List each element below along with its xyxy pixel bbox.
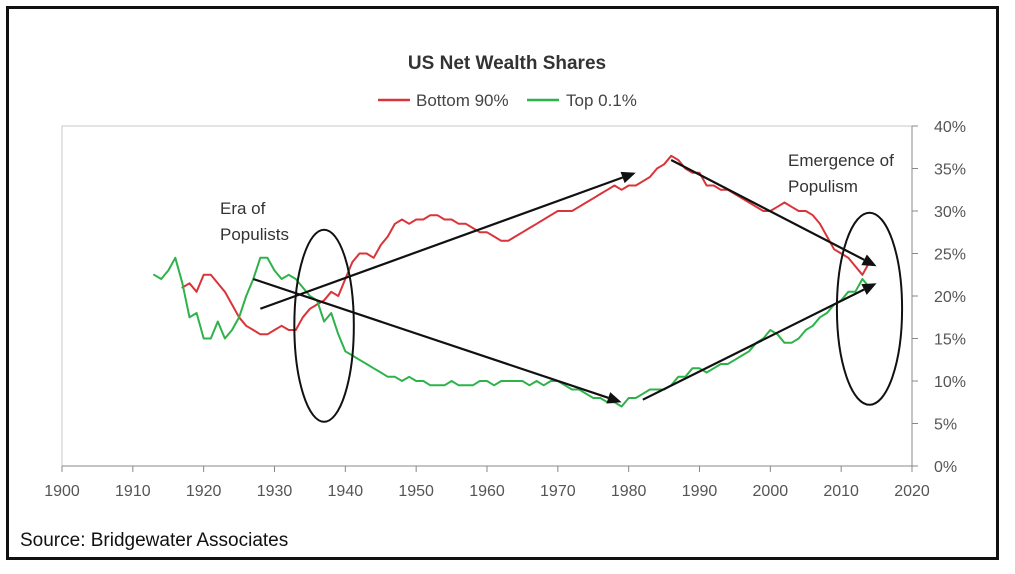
- y-tick-label: 35%: [934, 162, 966, 179]
- annotation-era-line1: Era of: [220, 199, 266, 218]
- arrow-layer: [252, 159, 877, 404]
- y-axis: 0% 5% 10% 15% 20% 25% 30% 35% 40%: [911, 119, 966, 476]
- arrow-top01-fall: [252, 277, 609, 399]
- arrowhead-top01-rise: [861, 283, 877, 295]
- annotation-era-line2: Populists: [220, 225, 289, 244]
- x-tick-label: 2010: [823, 483, 859, 500]
- y-tick-label: 30%: [934, 204, 966, 221]
- arrowhead-top01-fall: [606, 392, 622, 404]
- x-axis: 1900 1910 1920 1930 1940 1950 1960 1970 1980 1990…: [44, 465, 930, 500]
- arrowhead-bottom90-fall: [861, 254, 877, 267]
- populists-ellipse: [293, 228, 355, 423]
- annotation-emergence-of-populism: Emergence of Populism: [788, 151, 894, 196]
- series-line-top01: [153, 256, 871, 408]
- x-tick-label: 1990: [682, 483, 718, 500]
- chart-title: US Net Wealth Shares: [408, 53, 606, 74]
- legend-label-top01: Top 0.1%: [566, 91, 637, 110]
- y-tick-label: 25%: [934, 247, 966, 264]
- series-line-bottom90: [181, 154, 871, 336]
- legend-label-bottom90: Bottom 90%: [416, 91, 509, 110]
- y-tick-label: 10%: [934, 374, 966, 391]
- source-footer: Source: Bridgewater Associates: [20, 530, 289, 551]
- ellipse-layer: [293, 211, 904, 423]
- chart-frame: [6, 6, 999, 560]
- x-tick-label: 1900: [44, 483, 80, 500]
- y-tick-label: 20%: [934, 289, 966, 306]
- x-tick-label: 1950: [398, 483, 434, 500]
- y-tick-label: 5%: [934, 417, 957, 434]
- y-tick-label: 40%: [934, 119, 966, 136]
- x-tick-label: 1980: [611, 483, 647, 500]
- arrow-bottom90-rise: [259, 176, 623, 310]
- x-tick-label: 2000: [753, 483, 789, 500]
- x-tick-label: 1930: [257, 483, 293, 500]
- series-layer: [153, 154, 871, 408]
- arrow-bottom90-fall: [670, 159, 865, 261]
- plot-area: [61, 125, 913, 467]
- y-tick-label: 15%: [934, 332, 966, 349]
- x-tick-label: 2020: [894, 483, 930, 500]
- annotation-emergence-line2: Populism: [788, 177, 858, 196]
- x-tick-label: 1970: [540, 483, 576, 500]
- y-tick-label: 0%: [934, 459, 957, 476]
- x-tick-label: 1920: [186, 483, 222, 500]
- annotation-emergence-line1: Emergence of: [788, 151, 894, 170]
- populism-ellipse: [835, 211, 904, 406]
- arrow-top01-rise: [642, 288, 865, 401]
- arrowhead-bottom90-rise: [620, 171, 636, 184]
- x-tick-label: 1940: [328, 483, 364, 500]
- annotation-era-of-populists: Era of Populists: [220, 199, 289, 244]
- x-tick-label: 1910: [115, 483, 151, 500]
- x-tick-label: 1960: [469, 483, 505, 500]
- legend: Bottom 90% Top 0.1%: [378, 91, 637, 110]
